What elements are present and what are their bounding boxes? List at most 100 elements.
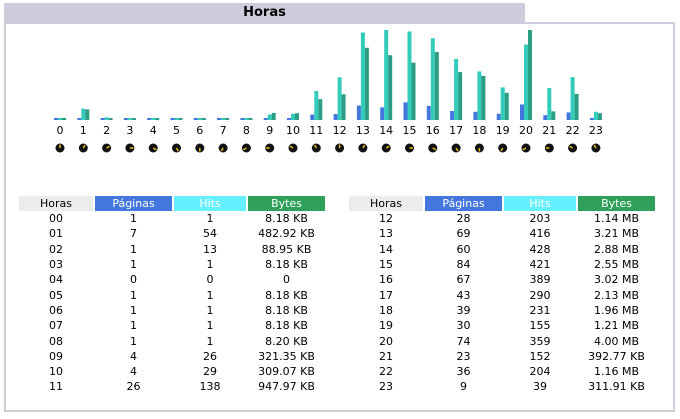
- clock-icon: [544, 143, 554, 153]
- cell-hits: 152: [529, 349, 551, 363]
- bar-hits: [454, 59, 459, 120]
- bar-hits: [151, 118, 156, 120]
- bar-pages: [520, 104, 524, 120]
- cell-bytes: 1.21 MB: [593, 319, 640, 333]
- bar-hits: [500, 87, 505, 120]
- cell-pages: 1: [130, 288, 137, 302]
- hour-tick-label: 8: [243, 124, 250, 137]
- clock-icon: [381, 143, 391, 153]
- bar-bytes: [434, 52, 439, 120]
- clock-icon: [195, 143, 205, 153]
- cell-pages: 84: [456, 258, 471, 272]
- cell-bytes: 1.14 MB: [593, 212, 640, 226]
- cell-bytes: 2.88 MB: [593, 242, 640, 256]
- table-row: 16 67 389 3.02 MB: [349, 272, 655, 287]
- cell-bytes: 2.13 MB: [593, 288, 640, 302]
- cell-pages: 39: [456, 303, 471, 317]
- hour-tick-label: 18: [472, 124, 486, 137]
- cell-bytes: 8.18 KB: [265, 212, 308, 226]
- bar-pages: [496, 113, 501, 120]
- clock-icon: [288, 143, 298, 153]
- cell-hour: 23: [379, 380, 393, 394]
- cell-bytes: 8.18 KB: [265, 303, 308, 317]
- col-header-pages: Páginas: [95, 196, 172, 211]
- cell-bytes: 88.95 KB: [261, 242, 312, 256]
- bar-hits: [197, 118, 202, 120]
- table-row: 00 1 1 8.18 KB: [19, 211, 325, 226]
- cell-pages: 4: [130, 349, 137, 363]
- cell-hits: 416: [529, 227, 551, 241]
- cell-hits: 0: [206, 273, 214, 287]
- bar-bytes: [504, 92, 509, 120]
- table-row: 18 39 231 1.96 MB: [349, 303, 655, 318]
- cell-pages: 7: [130, 227, 137, 241]
- cell-pages: 30: [456, 319, 471, 333]
- hour-tick-label: 5: [173, 124, 180, 137]
- table-row: 22 36 204 1.16 MB: [349, 364, 655, 379]
- cell-hits: 1: [206, 288, 214, 302]
- table-row: 15 84 421 2.55 MB: [349, 257, 655, 272]
- bar-pages: [170, 118, 175, 120]
- clock-icon: [78, 143, 88, 153]
- cell-bytes: 8.20 KB: [265, 334, 308, 348]
- bar-pages: [310, 114, 315, 120]
- clock-icon: [568, 143, 578, 153]
- table-row: 14 60 428 2.88 MB: [349, 242, 655, 257]
- bar-pages: [263, 118, 268, 120]
- bar-bytes: [295, 113, 299, 120]
- cell-hits: 428: [529, 242, 551, 256]
- clock-icon: [474, 143, 484, 153]
- bar-hits: [524, 44, 528, 120]
- bar-pages: [193, 118, 198, 120]
- table-header-row: Horas Páginas Hits Bytes: [349, 196, 655, 211]
- bar-hits: [174, 118, 179, 120]
- hours-table-right: Horas Páginas Hits Bytes 12 28 203 1.14 MB 1…: [347, 196, 657, 395]
- cell-hour: 06: [49, 303, 63, 317]
- hour-tick-label: 11: [309, 124, 323, 137]
- bar-pages: [123, 118, 128, 120]
- bar-bytes: [178, 118, 183, 120]
- table-row: 05 1 1 8.18 KB: [19, 287, 325, 302]
- hour-tick-label: 2: [103, 124, 110, 137]
- cell-hour: 01: [49, 227, 63, 241]
- bar-hits: [291, 113, 295, 120]
- hour-tick-label: 12: [333, 124, 347, 137]
- clock-icon: [218, 143, 228, 153]
- clock-icon: [125, 143, 135, 153]
- bar-bytes: [551, 111, 556, 120]
- hour-tick-label: 10: [286, 124, 300, 137]
- cell-pages: 74: [456, 334, 471, 348]
- panel-title-text: Horas: [243, 5, 286, 20]
- bar-bytes: [364, 47, 369, 120]
- hour-tick-label: 13: [356, 124, 370, 137]
- cell-hour: 14: [379, 242, 393, 256]
- bar-hits: [314, 90, 319, 120]
- bar-bytes: [411, 62, 416, 120]
- cell-hits: 155: [529, 319, 551, 333]
- col-header-hits: Hits: [174, 196, 246, 211]
- hour-tick-label: 3: [126, 124, 133, 137]
- cell-pages: 1: [130, 319, 137, 333]
- table-row: 07 1 1 8.18 KB: [19, 318, 325, 333]
- bar-bytes: [225, 118, 230, 120]
- bar-hits: [267, 114, 272, 120]
- cell-pages: 26: [126, 380, 141, 394]
- bar-bytes: [458, 72, 463, 120]
- bar-pages: [333, 114, 338, 120]
- clock-icon: [241, 143, 251, 153]
- clock-icon: [172, 143, 181, 153]
- cell-bytes: 947.97 KB: [258, 380, 315, 394]
- cell-hits: 421: [529, 258, 551, 272]
- bar-bytes: [271, 112, 276, 120]
- bar-pages: [589, 118, 594, 120]
- cell-hour: 21: [379, 349, 393, 363]
- table-header-row: Horas Páginas Hits Bytes: [19, 196, 325, 211]
- hourly-bar-chart: 0 1 2 3 4 5 6 7 8 9 10 11 12 13 14 15 16 17 18 19 20 21 22 23: [54, 30, 603, 153]
- cell-hour: 08: [49, 334, 63, 348]
- clock-icon: [428, 143, 438, 153]
- table-row: 13 69 416 3.21 MB: [349, 226, 655, 241]
- bar-bytes: [528, 30, 532, 120]
- cell-bytes: 8.18 KB: [265, 258, 308, 272]
- bar-bytes: [155, 118, 160, 120]
- cell-hour: 16: [379, 273, 393, 287]
